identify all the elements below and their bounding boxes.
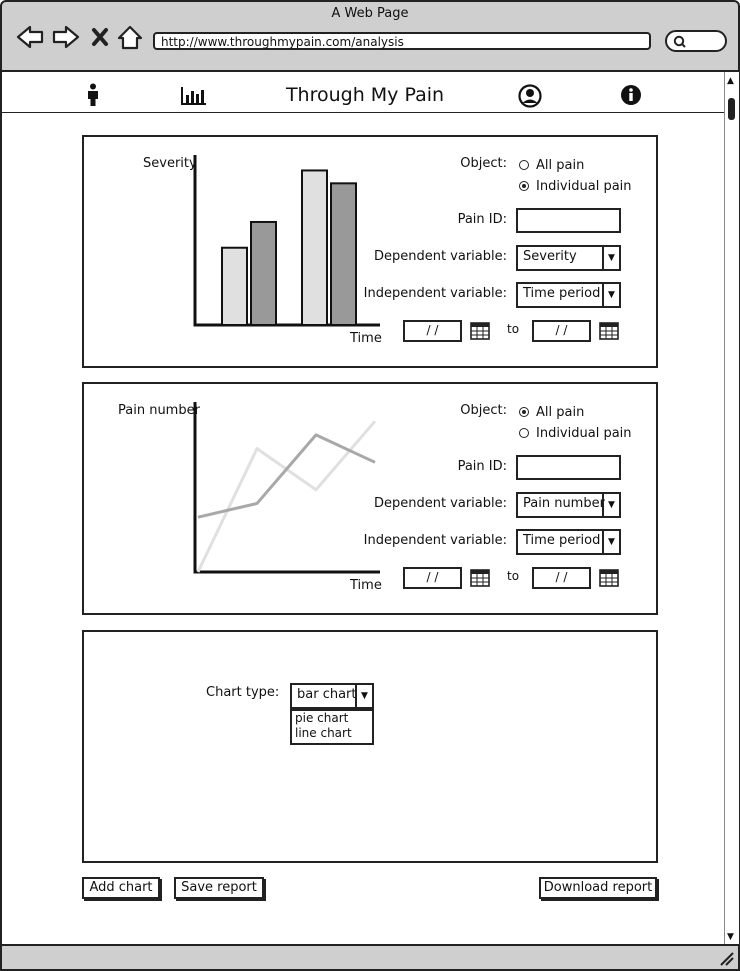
chart-type-select[interactable]: bar chart ▼ [290,683,374,709]
save-report-button[interactable]: Save report [174,877,264,899]
chart1-dependent-value: Severity [523,249,577,264]
chart1-option-all-pain: All pain [536,158,585,173]
chevron-down-icon[interactable]: ▼ [602,531,619,553]
chart1-xlabel: Time [350,331,382,346]
chart2-to-label: to [507,569,520,583]
search-icon [673,35,686,48]
bar-series2-group1 [250,220,277,326]
chart-axes [193,402,380,574]
close-x-icon[interactable] [92,28,108,46]
chart2-dependent-select[interactable]: Pain number ▼ [516,492,621,518]
chart1-ylabel: Severity [143,156,197,171]
page-title: Through My Pain [285,84,445,106]
chart2-dependent-value: Pain number [523,496,605,511]
download-report-button[interactable]: Download report [539,877,657,899]
chart-type-value: bar chart [297,687,357,702]
calendar-icon[interactable] [599,320,619,340]
forward-arrow-icon[interactable] [52,26,80,49]
chart2-ylabel: Pain number [118,403,200,418]
chart1-independent-select[interactable]: Time period ▼ [516,282,621,308]
scroll-thumb[interactable] [728,98,735,120]
chart1-date-to[interactable]: / / [532,320,591,342]
back-arrow-icon[interactable] [16,26,44,49]
chart1-dependent-select[interactable]: Severity ▼ [516,245,621,271]
url-input[interactable]: http://www.throughmypain.com/analysis [153,32,651,50]
chart1-pain-id-input[interactable] [516,208,621,233]
new-chart-panel [82,630,658,863]
chart1-plot [193,155,380,327]
chart2-dependent-label: Dependent variable: [373,496,507,511]
chart1-radio-individual-pain[interactable] [519,181,529,191]
chevron-down-icon[interactable]: ▼ [602,247,619,269]
bar-series1-group2 [301,169,328,327]
chart2-pain-id-input[interactable] [516,455,621,480]
browser-search-box[interactable] [665,30,727,52]
bar-series1-group1 [221,246,248,326]
chart-type-label: Chart type: [206,685,280,700]
chart2-independent-label: Independent variable: [363,533,507,548]
add-chart-button[interactable]: Add chart [82,877,160,899]
chart2-radio-individual-pain[interactable] [519,428,529,438]
chart1-independent-label: Independent variable: [363,286,507,301]
chart2-option-all-pain: All pain [536,405,585,420]
user-account-icon[interactable] [518,84,542,108]
header-divider [2,112,724,113]
calendar-icon[interactable] [470,567,490,587]
chart1-to-label: to [507,322,520,336]
chart2-independent-value: Time period [523,533,601,548]
page-frame [0,72,740,944]
resize-grip-icon[interactable] [718,950,734,966]
scroll-down-icon[interactable]: ▼ [727,932,734,942]
chart2-radio-all-pain[interactable] [519,407,529,417]
chart1-pain-id-label: Pain ID: [457,212,507,227]
chevron-down-icon[interactable]: ▼ [602,284,619,306]
chart2-pain-id-label: Pain ID: [457,459,507,474]
chart-type-option-line[interactable]: line chart [295,726,352,740]
chart2-object-label: Object: [460,403,507,418]
calendar-icon[interactable] [470,320,490,340]
vertical-scrollbar[interactable] [724,72,739,944]
info-icon[interactable] [620,84,642,106]
scroll-up-icon[interactable]: ▲ [727,76,734,86]
line-series2 [197,433,376,519]
home-icon[interactable] [117,26,143,50]
chart2-xlabel: Time [350,578,382,593]
chart2-date-from[interactable]: / / [403,567,462,589]
chevron-down-icon[interactable]: ▼ [602,494,619,516]
browser-status-bar [0,944,740,971]
chart-type-option-pie[interactable]: pie chart [295,711,349,725]
person-icon[interactable] [85,83,101,107]
chart2-date-to[interactable]: / / [532,567,591,589]
browser-nav-icons [16,26,143,50]
chart2-option-individual-pain: Individual pain [536,426,632,441]
calendar-icon[interactable] [599,567,619,587]
bar-chart-icon[interactable] [181,86,207,106]
chart2-plot [193,402,380,574]
chart1-object-label: Object: [460,156,507,171]
chart1-date-from[interactable]: / / [403,320,462,342]
chart-type-dropdown: pie chart line chart [290,709,374,745]
bar-series2-group2 [330,182,357,327]
chart1-dependent-label: Dependent variable: [373,249,507,264]
chart1-independent-value: Time period [523,286,601,301]
chevron-down-icon[interactable]: ▼ [355,685,372,707]
window-title: A Web Page [331,6,409,21]
chart2-independent-select[interactable]: Time period ▼ [516,529,621,555]
chart1-radio-all-pain[interactable] [519,160,529,170]
chart1-option-individual-pain: Individual pain [536,179,632,194]
